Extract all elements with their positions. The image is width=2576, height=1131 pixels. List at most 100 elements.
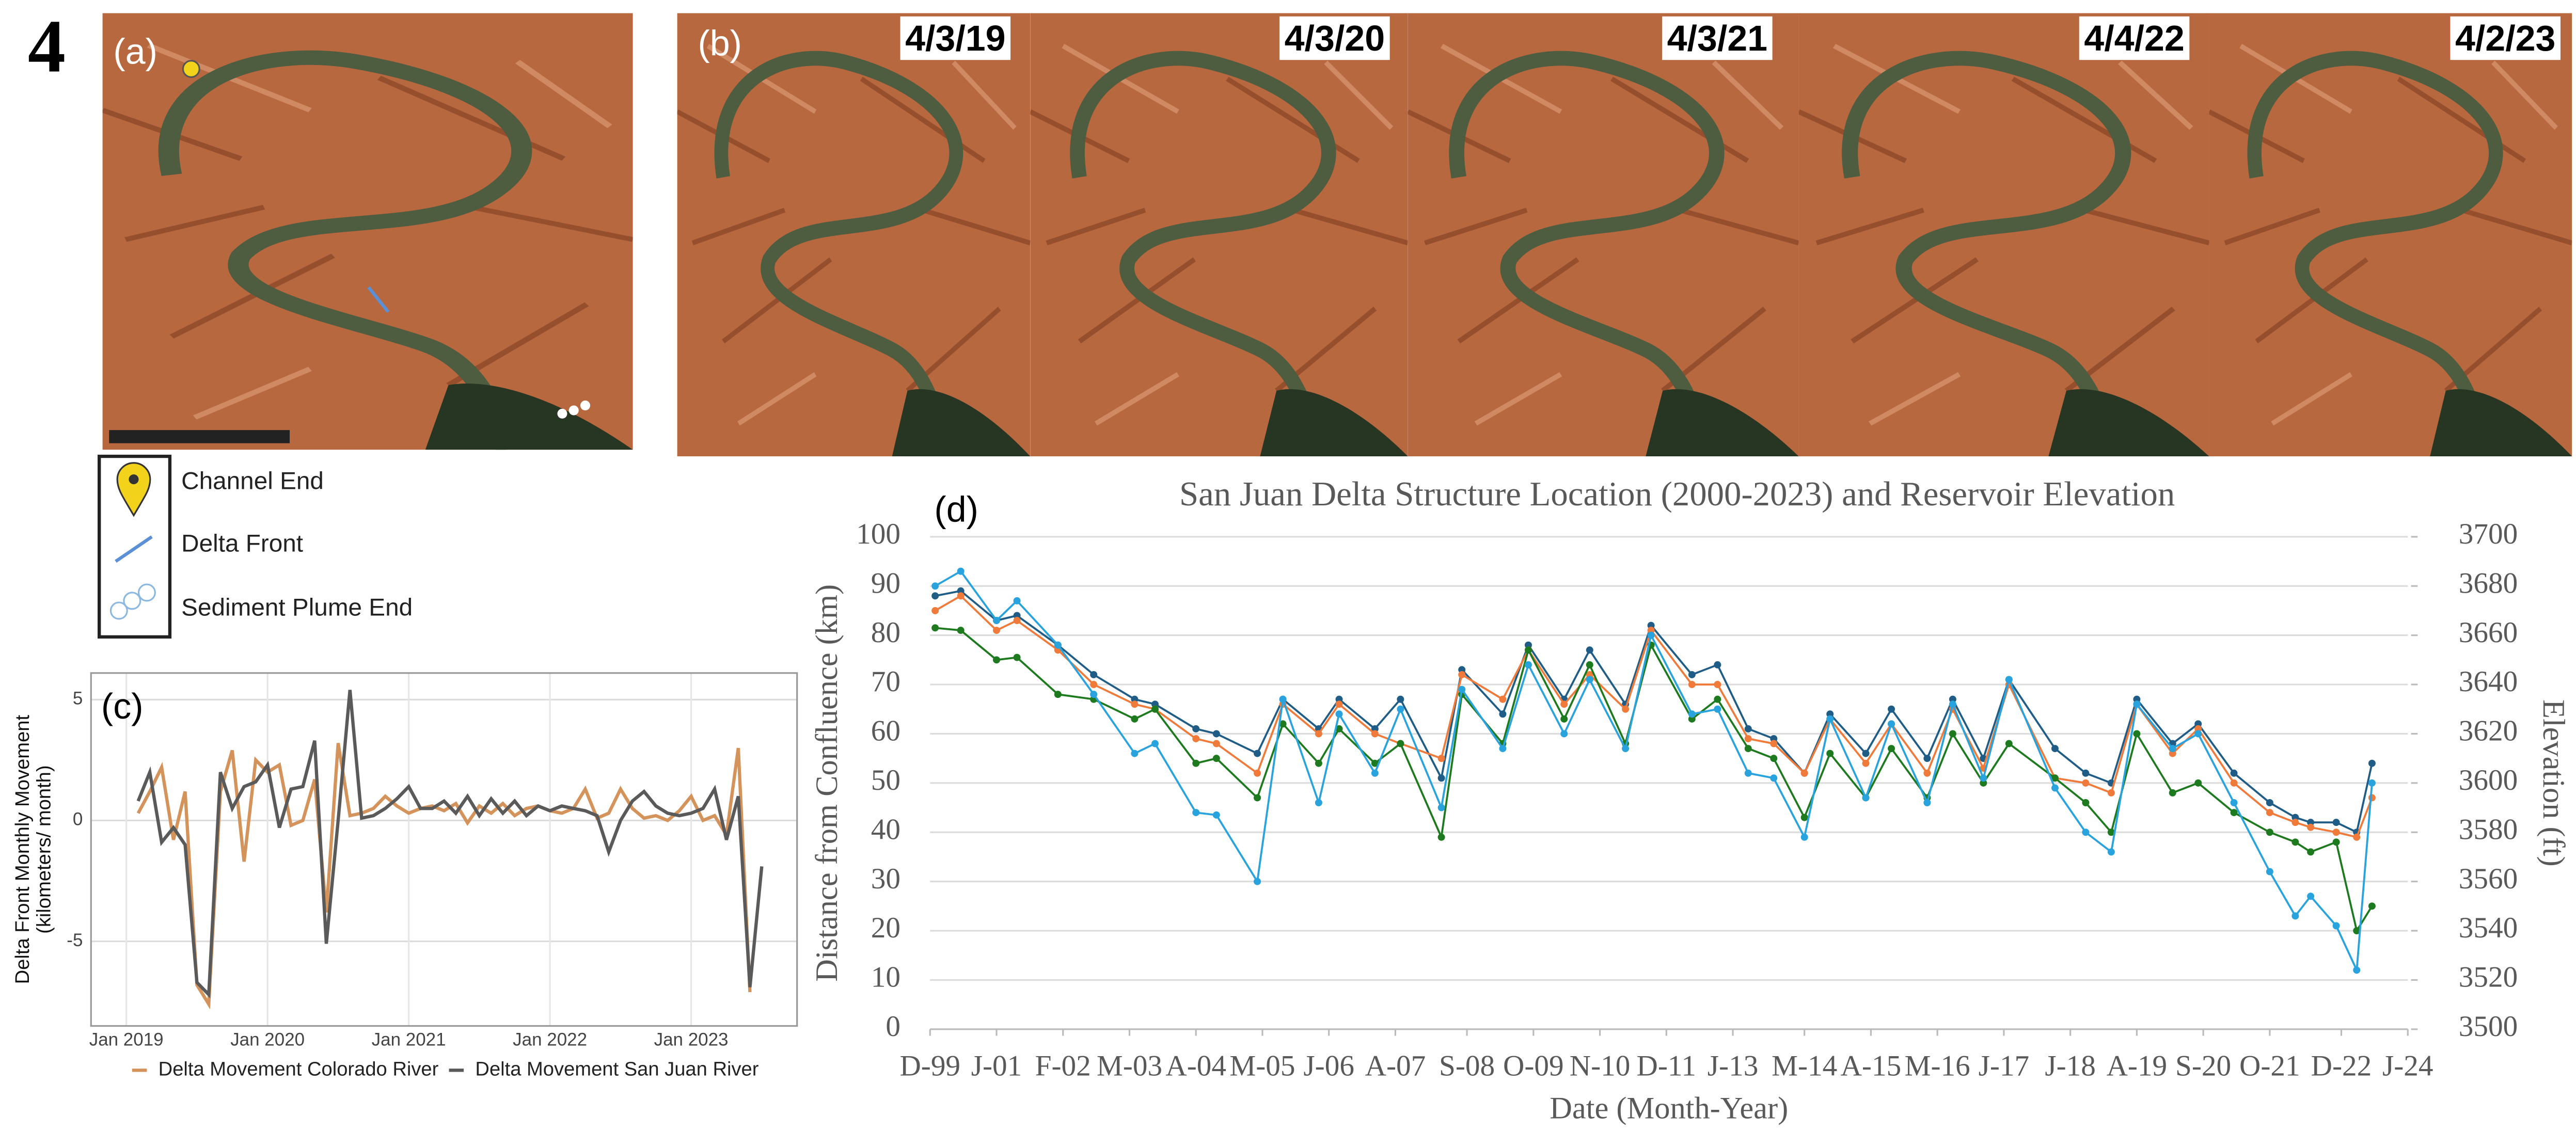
data-point	[1688, 681, 1696, 689]
y-tick-label: 40	[871, 813, 900, 846]
data-point	[931, 624, 939, 632]
data-point	[1688, 671, 1696, 678]
y-tick-label: 90	[871, 567, 900, 599]
x-tick-label: Jan 2023	[654, 1029, 729, 1049]
y-tick-label: 80	[871, 616, 900, 649]
data-point	[1744, 735, 1752, 742]
figure-number: 4	[28, 5, 66, 88]
x-tick-label: D-11	[1637, 1049, 1696, 1082]
y-tick-label: 100	[856, 518, 900, 550]
legend-label: Delta Front	[181, 530, 303, 557]
image-date: 4/3/20	[1285, 18, 1385, 58]
x-tick-label: A-04	[1165, 1049, 1226, 1082]
data-point	[1335, 725, 1343, 732]
x-tick-label: F-02	[1035, 1049, 1091, 1082]
data-point	[1949, 730, 1956, 738]
series-line	[935, 627, 2373, 933]
satellite-image	[2209, 13, 2572, 456]
data-point	[1371, 759, 1379, 767]
y2-tick-label: 3680	[2459, 567, 2518, 599]
data-point	[1688, 710, 1696, 718]
series-line	[136, 690, 764, 999]
data-point	[1279, 720, 1287, 728]
x-tick-label: M-05	[1229, 1049, 1295, 1082]
data-point	[1090, 671, 1098, 678]
x-tick-label: A-07	[1365, 1049, 1426, 1082]
y-tick-label: 60	[871, 715, 900, 747]
plume-marker	[557, 400, 591, 419]
satellite-image	[103, 13, 633, 450]
legend-icon	[109, 583, 156, 620]
data-point	[2266, 868, 2273, 875]
data-point	[2194, 779, 2202, 787]
data-point	[1499, 710, 1507, 718]
data-point	[1499, 745, 1507, 753]
y-tick-label: 50	[871, 764, 900, 797]
x-tick-label: J-18	[2045, 1049, 2096, 1082]
data-point	[1131, 750, 1139, 757]
data-point	[2307, 848, 2315, 856]
data-point	[1013, 617, 1021, 625]
data-point	[1923, 799, 1931, 807]
data-point	[1090, 681, 1098, 689]
data-point	[2107, 848, 2115, 856]
data-point	[1888, 745, 1895, 753]
x-tick-label: N-10	[1570, 1049, 1631, 1082]
x-tick-label: S-08	[1439, 1049, 1495, 1082]
y2-tick-label: 3580	[2459, 813, 2518, 846]
data-point	[1560, 730, 1568, 738]
data-point	[957, 592, 965, 600]
data-point	[2307, 893, 2315, 900]
data-point	[2368, 779, 2376, 787]
data-point	[2051, 774, 2059, 782]
y2-tick-label: 3600	[2459, 764, 2518, 797]
data-point	[2169, 745, 2176, 753]
data-point	[1437, 833, 1445, 841]
data-point	[1315, 759, 1322, 767]
data-point	[1254, 794, 1261, 802]
data-point	[2194, 730, 2202, 738]
y-axis-label: Distance from Confluence (km)	[810, 584, 844, 982]
data-point	[2082, 779, 2090, 787]
x-tick-label: Jan 2020	[230, 1029, 305, 1049]
y-tick-label: 0	[73, 809, 83, 830]
x-tick-label: Jan 2022	[513, 1029, 587, 1049]
data-point	[2133, 700, 2141, 708]
data-point	[2291, 912, 2299, 920]
x-tick-label: O-21	[2239, 1049, 2300, 1082]
data-point	[2230, 779, 2238, 787]
data-point	[1744, 725, 1752, 732]
data-point	[1458, 671, 1466, 678]
y2-axis-label: Elevation (ft)	[2536, 699, 2571, 867]
data-point	[1714, 695, 1721, 703]
data-point	[1826, 715, 1834, 723]
data-point	[1923, 755, 1931, 762]
data-point	[2291, 838, 2299, 846]
data-point	[1279, 695, 1287, 703]
data-point	[2051, 745, 2059, 753]
data-point	[1254, 750, 1261, 757]
x-tick-label: A-19	[2107, 1049, 2168, 1082]
data-point	[1888, 705, 1895, 713]
data-point	[1437, 804, 1445, 811]
y-tick-label: 5	[73, 689, 83, 709]
panel-label: (c)	[101, 686, 144, 726]
data-point	[1770, 774, 1778, 782]
y2-tick-label: 3540	[2459, 912, 2518, 944]
data-point	[1131, 715, 1139, 723]
data-point	[1499, 695, 1507, 703]
data-point	[1437, 774, 1445, 782]
data-point	[1714, 705, 1721, 713]
data-point	[2353, 833, 2361, 841]
y2-tick-label: 3660	[2459, 616, 2518, 649]
satellite-image	[1798, 13, 2209, 456]
y-tick-label: 70	[871, 665, 900, 698]
data-point	[1151, 705, 1159, 713]
scale-bar	[109, 430, 290, 443]
x-tick-label: M-16	[1905, 1049, 1970, 1082]
satellite-image	[1030, 13, 1408, 456]
date-box	[2450, 16, 2561, 60]
data-point	[2266, 799, 2273, 807]
data-point	[2051, 784, 2059, 792]
date-labels: 4/3/19 4/3/20 4/3/21 4/4/22 4/2/23	[900, 16, 2561, 60]
